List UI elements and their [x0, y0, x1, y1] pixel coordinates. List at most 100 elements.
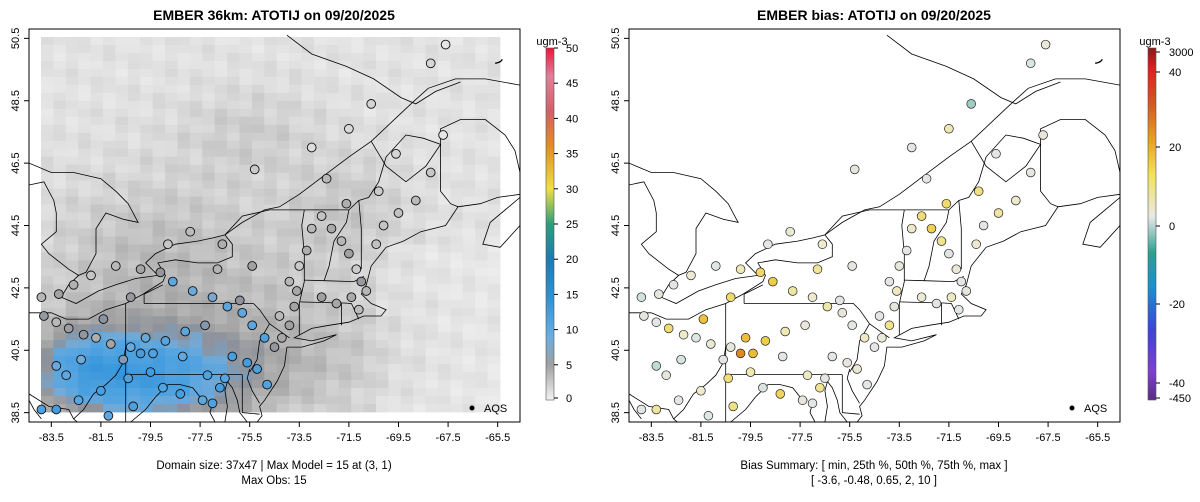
- grid-cell: [400, 132, 414, 142]
- grid-cell: [214, 220, 228, 229]
- grid-cell: [375, 204, 389, 213]
- grid-cell: [475, 92, 488, 102]
- station-marker: [215, 382, 225, 393]
- grid-cell: [140, 180, 154, 189]
- grid-cell: [214, 324, 228, 333]
- grid-cell: [437, 92, 451, 102]
- grid-cell: [413, 68, 426, 78]
- grid-cell: [239, 148, 253, 158]
- grid-cell: [326, 372, 340, 381]
- grid-cell: [388, 44, 402, 54]
- grid-cell: [363, 244, 377, 253]
- grid-cell: [351, 100, 364, 110]
- grid-cell: [140, 300, 154, 309]
- grid-cell: [140, 164, 154, 174]
- grid-cell: [227, 268, 240, 277]
- colorbar-tick-label: 40: [566, 113, 578, 125]
- grid-cell: [152, 172, 166, 182]
- grid-cell: [301, 220, 315, 229]
- grid-cell: [214, 60, 228, 70]
- grid-cell: [351, 332, 364, 341]
- grid-cell: [127, 348, 141, 357]
- grid-cell: [227, 380, 240, 389]
- grid-cell: [127, 92, 141, 102]
- grid-cell: [189, 196, 203, 205]
- grid-cell: [301, 236, 315, 245]
- grid-cell: [127, 212, 141, 221]
- boundary-line: [130, 384, 208, 422]
- grid-cell: [375, 156, 389, 166]
- grid-cell: [227, 236, 240, 245]
- grid-cell: [90, 37, 104, 46]
- left-colorbar-unit: ugm-3: [536, 36, 567, 48]
- grid-cell: [326, 37, 340, 46]
- grid-cell: [90, 148, 104, 158]
- grid-cell: [65, 380, 79, 389]
- grid-cell: [177, 228, 191, 237]
- grid-cell: [326, 276, 340, 285]
- grid-cell: [338, 292, 352, 301]
- grid-cell: [53, 348, 67, 357]
- grid-cell: [264, 268, 278, 277]
- grid-cell: [462, 308, 476, 317]
- grid-cell: [140, 372, 154, 381]
- grid-cell: [239, 68, 253, 78]
- grid-cell: [239, 60, 253, 70]
- grid-cell: [103, 124, 116, 134]
- grid-cell: [65, 236, 79, 245]
- grid-cell: [276, 172, 290, 182]
- grid-cell: [177, 340, 191, 349]
- grid-cell: [165, 180, 178, 189]
- grid-cell: [53, 380, 67, 389]
- grid-cell: [177, 396, 191, 405]
- grid-cell: [363, 212, 377, 221]
- grid-cell: [78, 300, 92, 309]
- grid-cell: [326, 340, 340, 349]
- grid-cell: [289, 244, 302, 253]
- grid-cell: [177, 156, 191, 166]
- grid-cell: [363, 236, 377, 245]
- grid-cell: [289, 100, 302, 110]
- grid-cell: [450, 396, 464, 405]
- grid-cell: [115, 140, 129, 150]
- station-marker: [148, 348, 158, 359]
- grid-cell: [462, 252, 476, 261]
- grid-cell: [103, 356, 116, 365]
- grid-cell: [363, 380, 377, 389]
- grid-cell: [103, 156, 116, 166]
- grid-cell: [351, 364, 364, 373]
- grid-cell: [413, 404, 426, 413]
- grid-cell: [388, 164, 402, 174]
- grid-cell: [53, 268, 67, 277]
- grid-cell: [313, 156, 327, 166]
- grid-cell: [338, 388, 352, 397]
- grid-cell: [375, 196, 389, 205]
- grid-cell: [437, 324, 451, 333]
- grid-cell: [425, 364, 439, 373]
- grid-cell: [214, 332, 228, 341]
- grid-cell: [450, 156, 464, 166]
- grid-cell: [462, 37, 476, 46]
- boundary-line: [743, 284, 764, 295]
- grid-cell: [388, 372, 402, 381]
- grid-cell: [264, 140, 278, 150]
- grid-cell: [487, 116, 501, 126]
- grid-cell: [301, 188, 315, 197]
- grid-cell: [351, 396, 364, 405]
- grid-cell: [103, 196, 116, 205]
- grid-cell: [475, 260, 488, 269]
- grid-cell: [363, 276, 377, 285]
- x-tick-label: -65.5: [485, 432, 510, 444]
- grid-cell: [450, 180, 464, 189]
- grid-cell: [90, 84, 104, 94]
- grid-cell: [41, 228, 54, 237]
- station-marker: [145, 367, 156, 377]
- station-marker: [175, 389, 186, 399]
- grid-cell: [363, 60, 377, 70]
- grid-cell: [301, 60, 315, 70]
- grid-cell: [189, 356, 203, 365]
- grid-cell: [487, 380, 501, 389]
- grid-cell: [264, 92, 278, 102]
- grid-cell: [487, 204, 501, 213]
- grid-cell: [475, 284, 488, 293]
